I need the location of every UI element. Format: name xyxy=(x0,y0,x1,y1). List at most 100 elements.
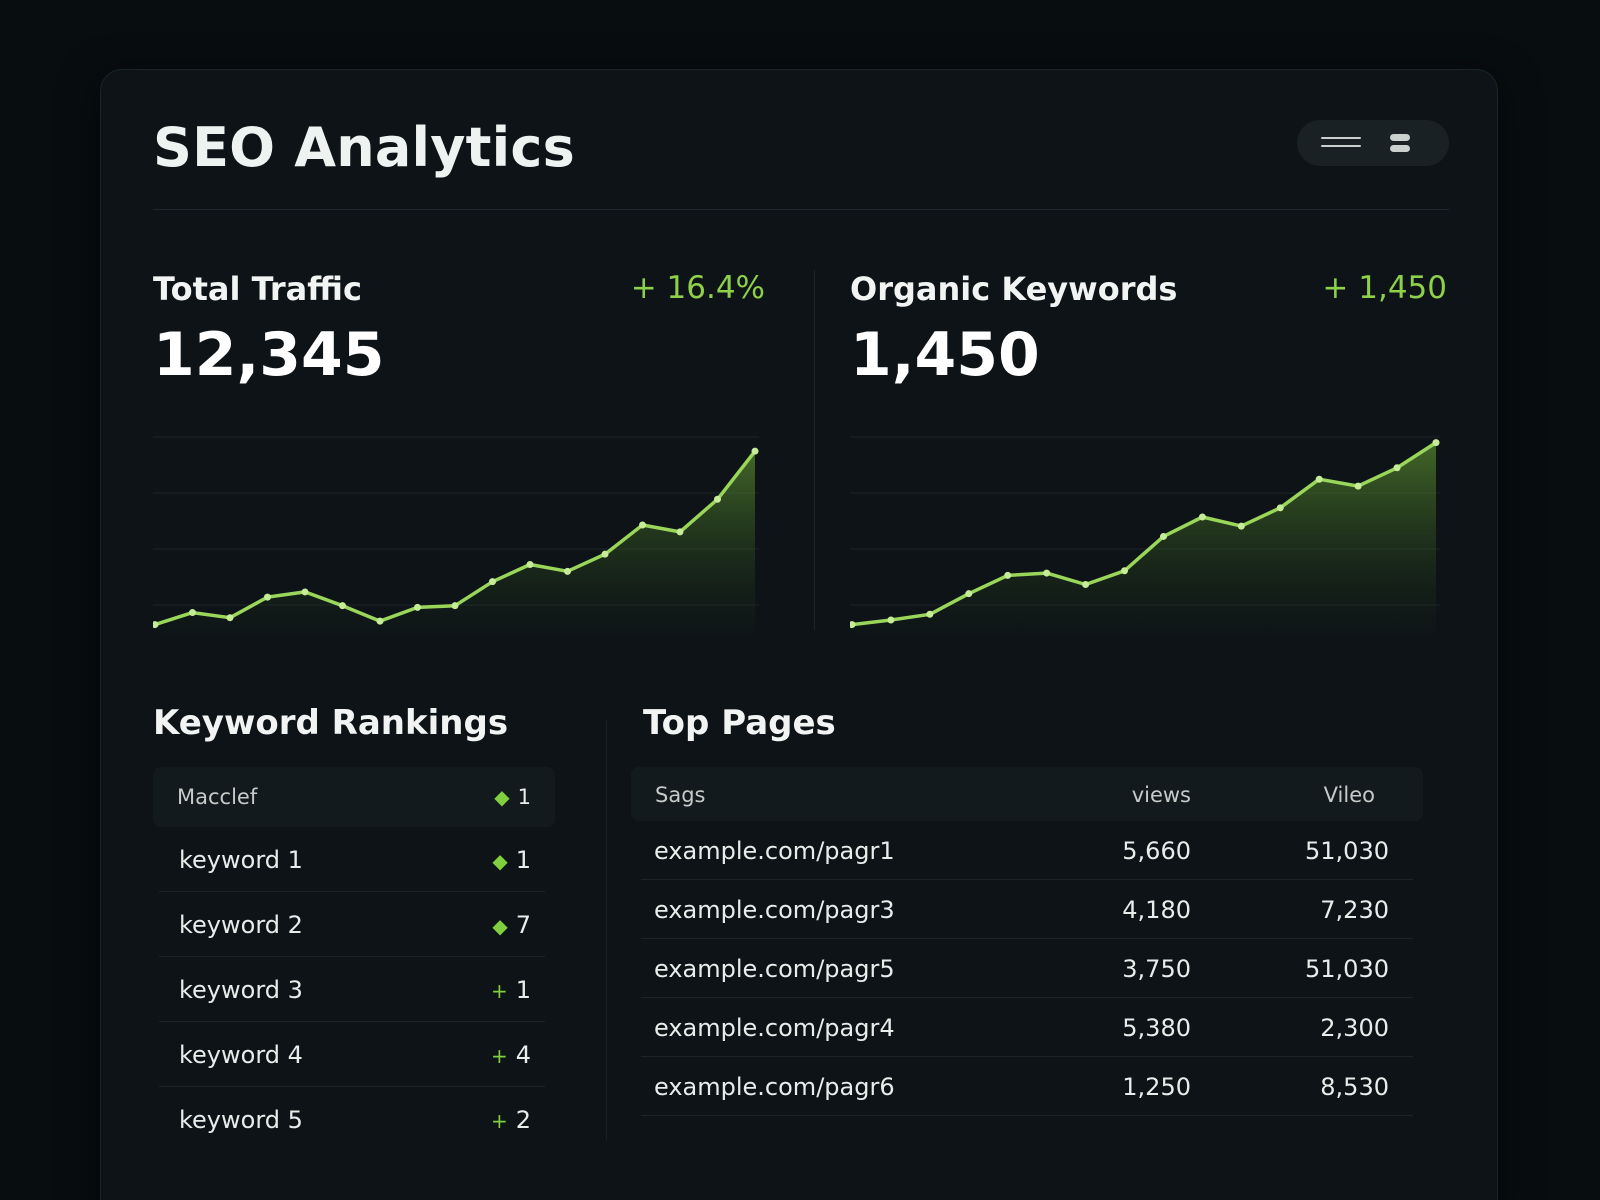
data-point xyxy=(965,590,973,598)
table-row[interactable]: example.com/pagr5 3,750 51,030 xyxy=(641,939,1413,998)
column-header-views[interactable]: views xyxy=(1131,783,1191,807)
keyword-header-label: Macclef xyxy=(177,785,258,809)
data-point xyxy=(639,521,646,529)
page-title: SEO Analytics xyxy=(153,116,575,179)
list-item[interactable]: keyword 1 ◆ 1 xyxy=(159,827,545,892)
data-point xyxy=(1121,567,1129,575)
list-item[interactable]: keyword 5 +2 xyxy=(159,1087,545,1152)
data-point xyxy=(189,609,196,617)
metric-value: 1,450 xyxy=(850,320,1040,390)
dashboard-panel: SEO Analytics Total Traffic + 16.4% 12,3… xyxy=(100,69,1498,1200)
data-point xyxy=(850,621,856,629)
data-point xyxy=(153,621,159,629)
table-header: Sags views Vileo xyxy=(631,767,1423,821)
data-point xyxy=(887,616,895,624)
data-point xyxy=(1315,475,1323,483)
page-views: 1,250 xyxy=(1122,1073,1191,1101)
data-point xyxy=(926,610,934,618)
list-icon xyxy=(1321,137,1361,149)
rank-change-value: 1 xyxy=(515,976,531,1004)
data-point xyxy=(1043,569,1051,577)
rank-change-icon: ◆ xyxy=(492,914,508,938)
data-point xyxy=(526,560,534,568)
table-row[interactable]: example.com/pagr3 4,180 7,230 xyxy=(641,880,1413,939)
data-point xyxy=(676,528,684,536)
rank-change: ◆ 7 xyxy=(492,911,531,939)
data-point xyxy=(489,578,496,586)
top-pages-title: Top Pages xyxy=(643,703,836,743)
data-point xyxy=(1237,522,1245,530)
page-views: 4,180 xyxy=(1122,896,1191,924)
stack-view-button[interactable] xyxy=(1373,120,1449,166)
list-item[interactable]: keyword 4 +4 xyxy=(159,1022,545,1087)
page-url[interactable]: example.com/pagr1 xyxy=(654,837,895,865)
table-row[interactable]: example.com/pagr4 5,380 2,300 xyxy=(641,998,1413,1057)
series-line xyxy=(850,440,1438,627)
keyword-rankings-title: Keyword Rankings xyxy=(153,703,509,743)
top-pages-table: Sags views Vileo example.com/pagr1 5,660… xyxy=(631,767,1423,1116)
page-url[interactable]: example.com/pagr3 xyxy=(654,896,895,924)
metric-delta: + 1,450 xyxy=(1322,270,1447,306)
metric-value: 12,345 xyxy=(153,320,385,390)
metric-delta: + 16.4% xyxy=(630,270,765,306)
header: SEO Analytics xyxy=(153,110,1449,210)
rank-change-icon: ◆ xyxy=(492,849,508,873)
column-header-page[interactable]: Sags xyxy=(655,783,706,807)
stack-icon xyxy=(1390,134,1410,152)
chart-area xyxy=(155,451,755,634)
keyword-name: keyword 5 xyxy=(179,1106,303,1134)
page-views: 5,660 xyxy=(1122,837,1191,865)
keyword-name: keyword 3 xyxy=(179,976,303,1004)
metric-label: Total Traffic xyxy=(153,270,362,308)
data-point xyxy=(264,593,271,601)
data-point xyxy=(376,617,384,625)
data-point xyxy=(1354,482,1362,490)
page-views: 3,750 xyxy=(1122,955,1191,983)
rank-change-icon: + xyxy=(490,979,508,1003)
rank-change-value: 1 xyxy=(515,846,531,874)
data-point xyxy=(1004,571,1012,579)
view-toggle xyxy=(1297,120,1449,166)
data-point xyxy=(751,447,759,455)
page-video: 51,030 xyxy=(1305,955,1389,983)
data-point xyxy=(1082,581,1090,589)
organic-keywords-chart xyxy=(850,436,1440,634)
page-url[interactable]: example.com/pagr5 xyxy=(654,955,895,983)
list-view-button[interactable] xyxy=(1297,120,1373,166)
data-point xyxy=(564,567,571,575)
page-video: 51,030 xyxy=(1305,837,1389,865)
keyword-name: keyword 4 xyxy=(179,1041,303,1069)
rank-change-icon: ◆ xyxy=(494,785,510,809)
rank-change-icon: + xyxy=(490,1109,508,1133)
rank-change: +1 xyxy=(491,976,531,1004)
list-item[interactable]: keyword 2 ◆ 7 xyxy=(159,892,545,957)
page-video: 2,300 xyxy=(1320,1014,1389,1042)
page-video: 7,230 xyxy=(1320,896,1389,924)
keyword-rankings-header[interactable]: Macclef ◆ 1 xyxy=(153,767,555,827)
column-header-video[interactable]: Vileo xyxy=(1323,783,1375,807)
data-point xyxy=(1393,464,1401,472)
page-video: 8,530 xyxy=(1320,1073,1389,1101)
data-point xyxy=(451,602,459,610)
table-row[interactable]: example.com/pagr1 5,660 51,030 xyxy=(641,821,1413,880)
data-point xyxy=(414,603,421,611)
rank-change-value: 4 xyxy=(515,1041,531,1069)
data-point xyxy=(1159,532,1167,540)
metric-label: Organic Keywords xyxy=(850,270,1178,308)
keyword-name: keyword 2 xyxy=(179,911,303,939)
divider xyxy=(606,720,607,1140)
rank-change-icon: + xyxy=(490,1044,508,1068)
list-item[interactable]: keyword 3 +1 xyxy=(159,957,545,1022)
table-row[interactable]: example.com/pagr6 1,250 8,530 xyxy=(641,1057,1413,1116)
page-url[interactable]: example.com/pagr4 xyxy=(654,1014,895,1042)
keyword-rankings-list: Macclef ◆ 1 keyword 1 ◆ 1 keyword 2 ◆ 7 key… xyxy=(153,767,555,1152)
total-traffic-chart xyxy=(153,436,759,634)
data-point xyxy=(339,602,346,610)
rank-change: +2 xyxy=(491,1106,531,1134)
rank-change-value: 2 xyxy=(515,1106,531,1134)
data-point xyxy=(601,550,609,558)
data-point xyxy=(714,495,721,503)
page-url[interactable]: example.com/pagr6 xyxy=(654,1073,895,1101)
chart-area xyxy=(852,442,1436,634)
page-views: 5,380 xyxy=(1122,1014,1191,1042)
